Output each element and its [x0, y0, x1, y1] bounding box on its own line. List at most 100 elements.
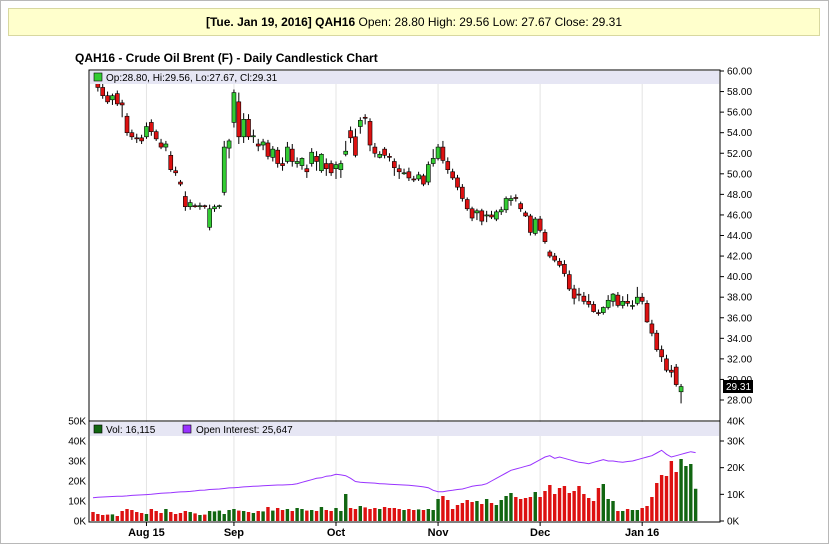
candle-body	[226, 140, 232, 149]
candle-body	[187, 202, 193, 208]
volume-bar	[426, 509, 431, 521]
volume-bar	[416, 509, 421, 521]
candle-body	[474, 210, 480, 214]
volume-bar	[441, 496, 445, 521]
candle-body	[669, 369, 674, 373]
volume-bar	[261, 511, 265, 521]
volume-bar	[499, 500, 503, 521]
candle-body	[596, 312, 601, 314]
candle-body	[294, 161, 300, 164]
volume-bar	[387, 508, 392, 521]
volume-bar	[475, 501, 479, 521]
oi-tick-label: 30K	[727, 437, 745, 448]
date-tick-label: Nov	[428, 527, 450, 539]
volume-tick-label: 40K	[68, 437, 86, 448]
quote-header: [Tue. Jan 19, 2016] QAH16 Open: 28.80 Hi…	[8, 8, 820, 36]
candle-body	[387, 156, 392, 158]
candle-body	[246, 119, 251, 138]
volume-bar	[305, 510, 309, 521]
candle-body	[343, 150, 349, 155]
candle-body	[416, 174, 421, 180]
candle-body	[678, 386, 684, 393]
candle-body	[178, 181, 183, 185]
volume-bar	[480, 504, 484, 521]
oi-tick-label: 0K	[727, 517, 740, 528]
volume-bar	[110, 514, 115, 521]
candle-body	[377, 153, 383, 158]
candle-body	[105, 95, 110, 103]
volume-bar	[169, 512, 173, 521]
price-tick-label: 60.00	[727, 67, 752, 78]
candle-body	[396, 168, 402, 173]
volume-bar	[543, 491, 547, 521]
candle-body	[168, 155, 174, 170]
candle-body	[367, 121, 373, 146]
volume-bar	[164, 509, 168, 521]
volume-tick-label: 30K	[68, 457, 86, 468]
price-tick-label: 58.00	[727, 87, 752, 98]
volume-bar	[344, 494, 348, 521]
date-axis: Aug 15 Sep Oct Nov Dec Jan 16	[128, 522, 659, 539]
candle-body	[333, 164, 339, 169]
volume-bar	[222, 514, 226, 521]
volume-bar	[368, 509, 372, 521]
volume-legend-text: Vol: 16,115	[106, 425, 156, 436]
volume-bar	[587, 498, 591, 521]
volume-bar	[591, 501, 596, 521]
volume-bar	[212, 511, 217, 521]
candle-body	[139, 137, 144, 142]
volume-bar	[674, 472, 678, 521]
candle-body	[654, 332, 660, 350]
candle-body	[357, 120, 363, 127]
candle-body	[542, 232, 548, 242]
volume-bar	[358, 506, 362, 521]
candle-body	[158, 142, 164, 148]
quote-date: [Tue. Jan 19, 2016]	[205, 15, 312, 29]
volume-bar	[489, 503, 494, 521]
candle-body	[241, 119, 246, 138]
candle-body	[231, 92, 237, 123]
volume-bar	[154, 511, 158, 521]
candle-body	[275, 149, 280, 164]
volume-bar	[421, 510, 426, 521]
volume-bar	[188, 512, 192, 521]
price-tick-label: 34.00	[727, 334, 752, 345]
candle-body	[508, 198, 514, 201]
volume-bar	[232, 509, 236, 521]
volume-tick-label: 10K	[68, 497, 86, 508]
volume-bar	[290, 511, 294, 521]
price-tick-label: 44.00	[727, 231, 752, 242]
candle-body	[586, 300, 592, 305]
candle-body	[435, 146, 441, 159]
candle-body	[562, 263, 567, 274]
candle-body	[557, 260, 562, 266]
volume-bar	[625, 509, 630, 521]
candle-body	[110, 95, 115, 101]
candle-body	[353, 136, 358, 156]
volume-bar	[310, 510, 314, 521]
volume-bar	[334, 508, 338, 521]
quote-symbol: QAH16	[315, 15, 356, 29]
volume-bar	[159, 513, 163, 521]
candle-body	[192, 205, 198, 208]
candle-body	[600, 307, 606, 313]
candle-body	[649, 323, 655, 334]
candle-body	[115, 93, 120, 105]
candle-body	[183, 196, 188, 208]
volume-bar	[509, 493, 513, 521]
candle-body	[372, 146, 378, 154]
volume-bar	[446, 500, 450, 521]
candle-body	[518, 203, 523, 210]
volume-bar	[655, 483, 659, 521]
candle-body	[212, 206, 217, 210]
candle-body	[489, 214, 494, 218]
candle-body	[576, 293, 582, 296]
volume-bar	[139, 513, 144, 521]
volume-bar	[645, 506, 649, 521]
candle-body	[664, 358, 669, 371]
volume-bar	[538, 497, 542, 521]
candle-body	[153, 131, 159, 140]
volume-tick-label: 0K	[74, 517, 87, 528]
candle-body	[202, 205, 208, 208]
